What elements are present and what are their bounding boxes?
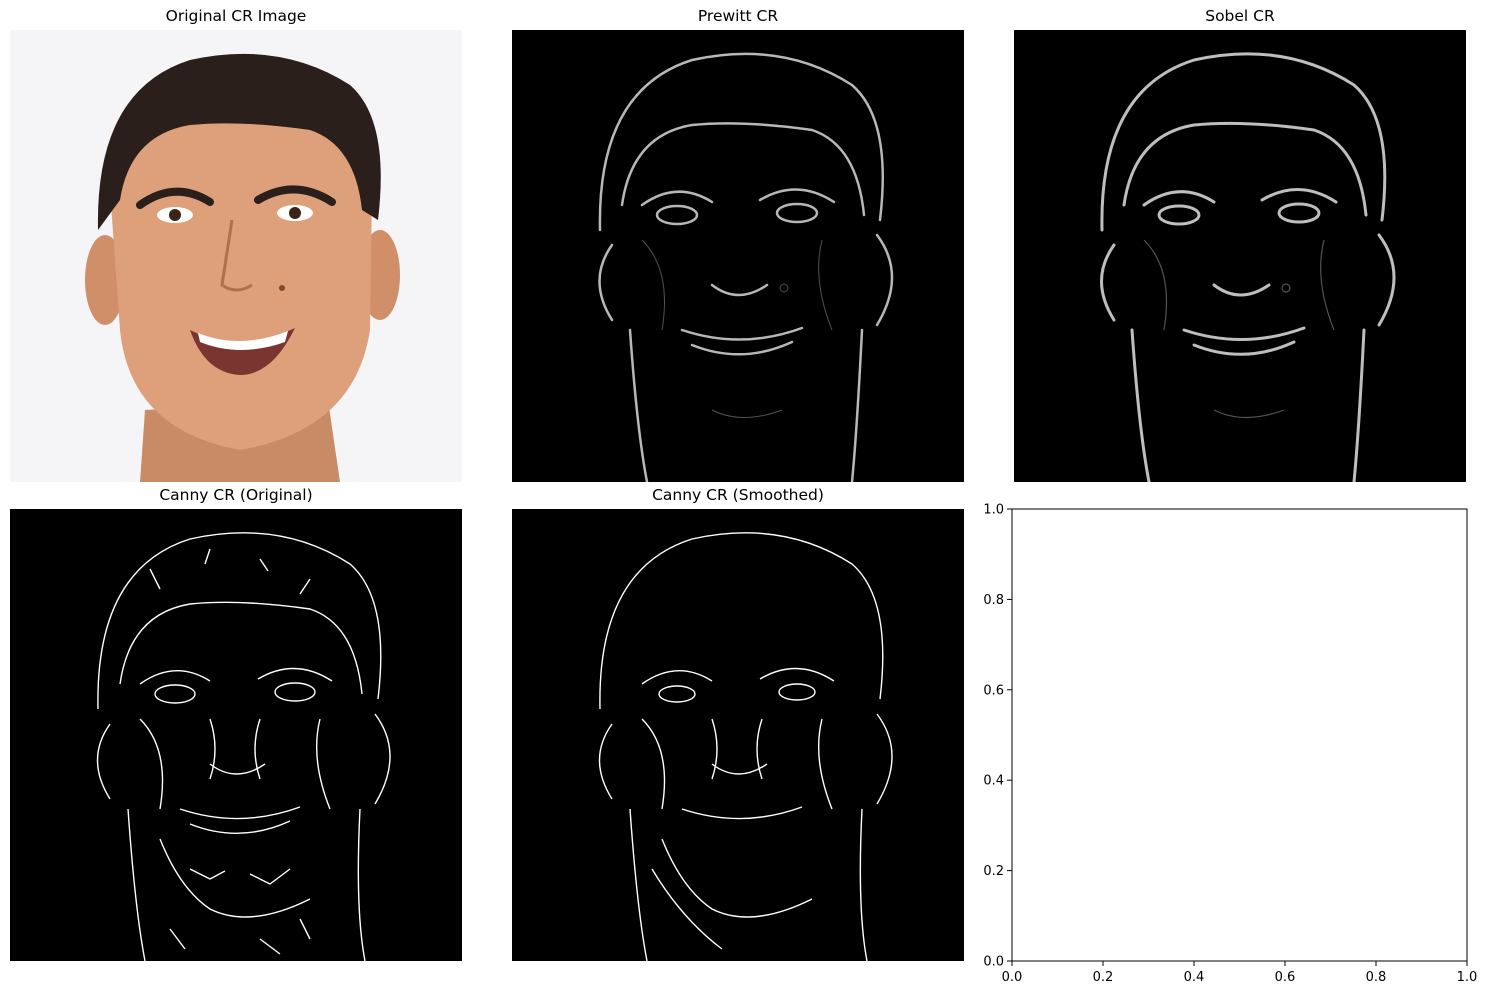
y-tick-label: 0.6: [983, 683, 1004, 698]
sobel-edges: [1100, 52, 1396, 482]
canny-smoothed-image: [512, 509, 964, 961]
panel-sobel: Sobel CR: [1014, 7, 1466, 482]
x-tick-label: 0.4: [1184, 970, 1205, 985]
x-tick-label: 0.2: [1093, 970, 1114, 985]
empty-axes-chart: 0.0 0.2 0.4 0.6 0.8 1.0 0.0 0.2 0.4 0.6 0.8 1.0: [983, 503, 1478, 986]
canny-original-edges: [96, 532, 391, 961]
original-face-image: [10, 30, 462, 482]
panel-canny-smoothed: Canny CR (Smoothed): [512, 486, 964, 961]
canny-original-image: [10, 509, 462, 961]
x-tick-label: 0.8: [1366, 970, 1387, 985]
sobel-edge-image: [1014, 30, 1466, 482]
panel-title: Prewitt CR: [697, 7, 779, 25]
y-tick-label: 0.4: [983, 774, 1004, 789]
panel-original: Original CR Image: [10, 7, 462, 482]
axes-frame: [1011, 508, 1468, 962]
y-tick-label: 0.0: [983, 955, 1004, 970]
panel-canny-original: Canny CR (Original): [10, 486, 462, 961]
panel-empty-axes: 0.0 0.2 0.4 0.6 0.8 1.0 0.0 0.2 0.4 0.6 0.8 1.0: [960, 500, 1480, 990]
x-tick-label: 1.0: [1457, 970, 1478, 985]
panel-prewitt: Prewitt CR: [512, 7, 964, 482]
prewitt-edge-image: [512, 30, 964, 482]
y-tick-label: 1.0: [983, 503, 1004, 518]
x-tick-label: 0.0: [1002, 970, 1023, 985]
x-tick-label: 0.6: [1275, 970, 1296, 985]
y-tick-label: 0.8: [983, 593, 1004, 608]
panel-title: Sobel CR: [1205, 7, 1275, 25]
panel-title: Original CR Image: [165, 7, 307, 25]
panel-title: Canny CR (Original): [159, 486, 313, 504]
canny-smoothed-edges: [598, 532, 893, 961]
y-tick-label: 0.2: [983, 864, 1004, 879]
face-photo: [85, 53, 400, 482]
panel-title: Canny CR (Smoothed): [652, 486, 824, 504]
prewitt-edges: [598, 52, 894, 482]
